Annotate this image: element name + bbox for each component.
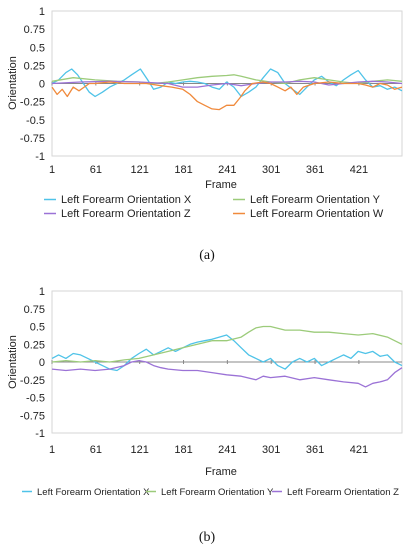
series-line-4 <box>51 81 403 111</box>
y-tick-label: 0.75 <box>24 304 45 316</box>
y-tick-label: 0.5 <box>30 322 45 334</box>
x-tick-label: 361 <box>306 164 324 176</box>
chart-a-y-axis-label: Orientation <box>7 56 19 110</box>
y-tick-label: -0.25 <box>20 375 45 387</box>
chart-b-caption: (b) <box>199 530 216 545</box>
y-tick-label: -0.25 <box>20 97 45 109</box>
y-tick-label: -0.75 <box>20 133 45 145</box>
x-tick-label: 301 <box>262 444 280 456</box>
chart-a-border <box>0 0 414 242</box>
chart-a-legend: Left Forearm Orientation X Left Forearm O… <box>44 194 384 220</box>
legend-entry-label: Left Forearm Orientation Z <box>287 487 399 498</box>
y-tick-label: 0.5 <box>30 42 45 54</box>
chart-b-x-axis-label: Frame <box>205 466 237 478</box>
x-tick-label: 181 <box>174 164 192 176</box>
chart-a-x-axis-label: Frame <box>205 179 237 191</box>
y-tick-label: 0 <box>39 357 45 369</box>
chart-a-axes: 1 0.75 0.5 0.25 0 -0.25 -0.5 -0.75 -1 1 61 121 181 24… <box>20 6 403 176</box>
x-tick-label: 361 <box>306 444 324 456</box>
chart-b-y-axis-label: Orientation <box>7 335 19 389</box>
x-tick-label: 121 <box>131 444 149 456</box>
chart-b: Orientation Frame 1 0.75 0.5 0.25 0 -0.25 -0.5… <box>7 286 403 545</box>
y-tick-label: -0.75 <box>20 410 45 422</box>
legend-entry-label: Left Forearm Orientation X <box>37 487 150 498</box>
chart-b-axes: 1 0.75 0.5 0.25 0 -0.25 -0.5 -0.75 -1 1 61 121 181 24… <box>20 286 403 456</box>
y-tick-label: -0.5 <box>26 115 45 127</box>
y-tick-label: 1 <box>39 6 45 18</box>
chart-a-series-lines <box>51 68 403 111</box>
series-line-2 <box>51 325 403 363</box>
x-tick-label: 181 <box>174 444 192 456</box>
x-tick-label: 421 <box>350 444 368 456</box>
y-tick-label: 0.25 <box>24 60 45 72</box>
chart-a: Orientation Frame 1 0.75 0.5 0.25 0 -0.25 -0.5… <box>0 0 414 263</box>
x-tick-label: 61 <box>90 444 102 456</box>
y-tick-label: 0 <box>39 79 45 91</box>
x-tick-label: 1 <box>49 164 55 176</box>
legend-entry-label: Left Forearm Orientation X <box>61 194 192 206</box>
x-tick-label: 241 <box>218 164 236 176</box>
series-line-3 <box>51 359 403 388</box>
chart-a-caption: (a) <box>199 248 215 263</box>
legend-entry-label: Left Forearm Orientation Y <box>161 487 274 498</box>
x-tick-label: 301 <box>262 164 280 176</box>
y-tick-label: 0.25 <box>24 339 45 351</box>
legend-entry-label: Left Forearm Orientation Y <box>250 194 381 206</box>
x-tick-label: 121 <box>131 164 149 176</box>
x-tick-label: 421 <box>350 164 368 176</box>
y-tick-label: -1 <box>35 428 45 440</box>
chart-b-legend: Left Forearm Orientation X Left Forearm O… <box>22 487 399 498</box>
x-tick-label: 1 <box>49 444 55 456</box>
y-tick-label: 1 <box>39 286 45 298</box>
y-tick-label: 0.75 <box>24 24 45 36</box>
y-tick-label: -1 <box>35 151 45 163</box>
legend-entry-label: Left Forearm Orientation Z <box>61 208 191 220</box>
x-tick-label: 61 <box>90 164 102 176</box>
x-tick-label: 241 <box>218 444 236 456</box>
series-line-1 <box>51 68 403 98</box>
y-tick-label: -0.5 <box>26 393 45 405</box>
chart-b-series-lines <box>51 325 403 388</box>
legend-entry-label: Left Forearm Orientation W <box>250 208 384 220</box>
